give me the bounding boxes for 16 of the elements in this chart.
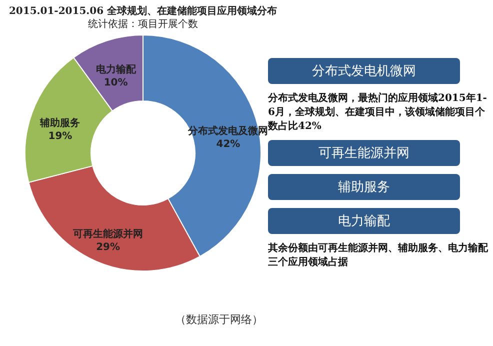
chart-subtitle: 统计依据：项目开展个数 [88,18,198,30]
text: 其余份额由可再生能源并网、辅助服务、电力输配三个应用领域占据 [268,242,489,270]
slice-label: 可再生能源并网 [72,228,144,240]
slice-label: 电力输配 [96,63,137,76]
slice-label: 辅助服务 [39,117,80,130]
data-label: 19% [48,131,72,142]
text: 电力输配 [268,208,460,234]
text: 分布式发电机微网 [268,58,460,84]
data-label: 29% [96,242,120,253]
text: （数据源于网络） [175,312,263,327]
text: 分布式发电及微网，最热门的应用领域2015年1-6月，全球规划、在建项目中，该领域储能项目个数占比42% [268,92,488,134]
chart-title: 2015.01-2015.06 全球规划、在建储能项目应用领域分布 [8,5,278,17]
data-label: 42% [216,139,240,150]
text: 可再生能源并网 [268,140,460,166]
text: 辅助服务 [268,174,460,200]
data-label: 10% [104,77,128,88]
